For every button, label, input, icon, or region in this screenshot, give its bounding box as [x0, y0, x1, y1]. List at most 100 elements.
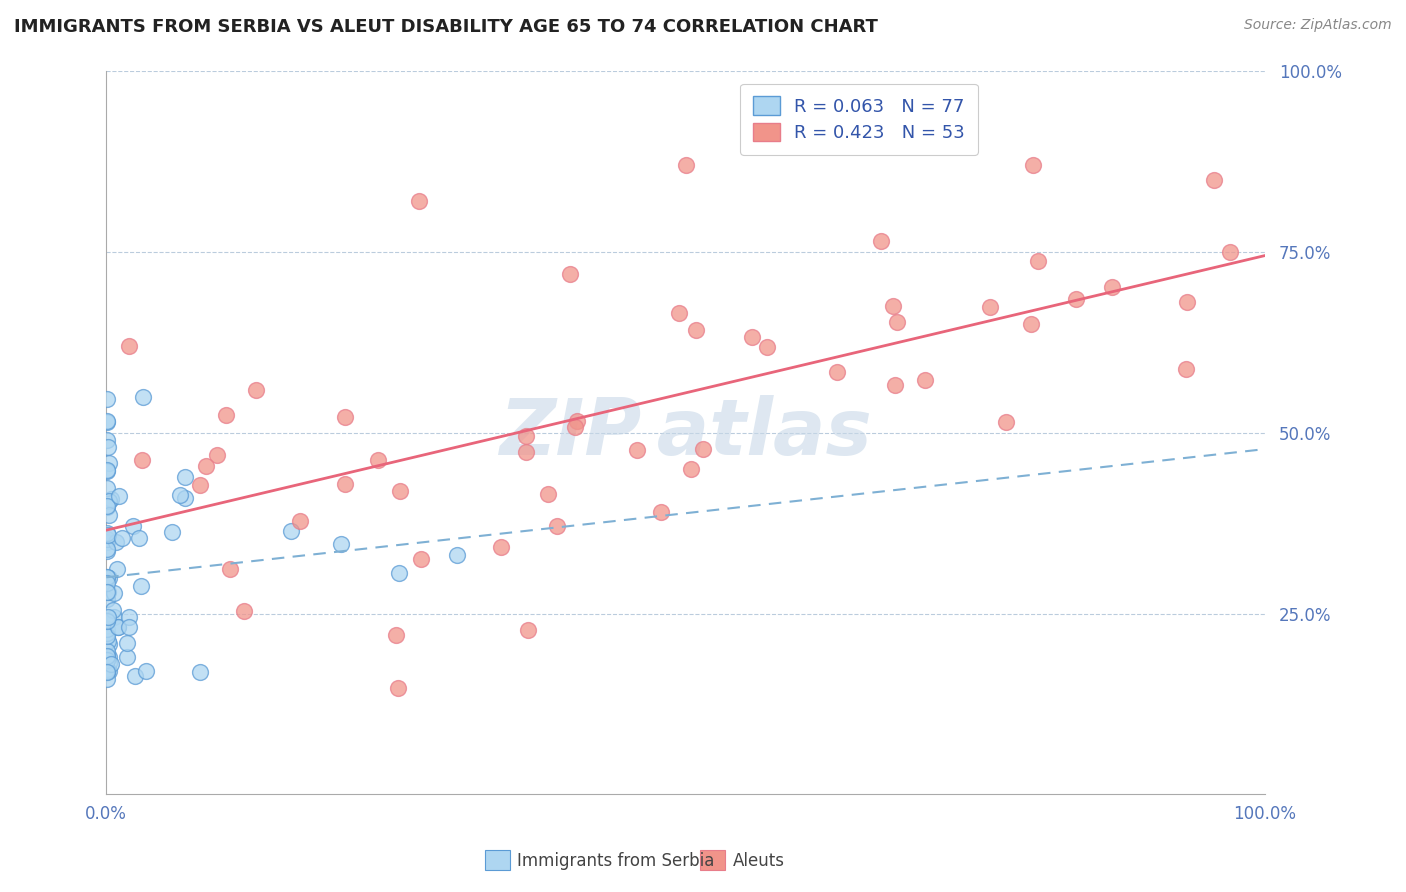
Point — [96, 392, 118, 406]
Point — [96, 433, 118, 447]
Point — [132, 390, 155, 404]
Point — [96, 626, 118, 640]
Point — [103, 609, 125, 624]
Point — [96, 629, 118, 643]
Point — [96, 542, 118, 557]
Point — [96, 653, 118, 667]
Point — [385, 628, 408, 642]
Point — [681, 461, 703, 475]
Point — [446, 549, 468, 563]
Point — [96, 570, 118, 584]
Point — [124, 668, 146, 682]
Point — [1101, 280, 1123, 294]
Point — [547, 519, 569, 533]
Point — [173, 470, 195, 484]
Point — [626, 443, 648, 458]
Point — [105, 562, 128, 576]
Point — [205, 448, 228, 462]
Point — [188, 478, 211, 492]
Point — [290, 514, 312, 528]
Point — [825, 365, 848, 379]
Point — [96, 585, 118, 599]
Text: Source: ZipAtlas.com: Source: ZipAtlas.com — [1244, 18, 1392, 32]
Point — [515, 445, 537, 459]
Point — [96, 544, 118, 558]
Point — [97, 656, 120, 670]
Point — [115, 649, 138, 664]
Point — [219, 562, 242, 576]
Point — [96, 464, 118, 478]
Point — [129, 579, 152, 593]
Point — [96, 613, 118, 627]
Point — [96, 414, 118, 428]
Point — [1066, 293, 1088, 307]
Point — [995, 415, 1018, 429]
Point — [115, 636, 138, 650]
Point — [160, 525, 183, 540]
Point — [96, 585, 118, 599]
Point — [97, 637, 120, 651]
Point — [1202, 173, 1225, 187]
Point — [914, 373, 936, 387]
Bar — [700, 850, 725, 870]
Point — [96, 672, 118, 686]
Point — [685, 323, 707, 337]
Point — [96, 592, 118, 607]
Point — [741, 329, 763, 343]
Point — [1022, 158, 1045, 172]
Point — [96, 570, 118, 584]
Point — [100, 492, 122, 507]
Point — [564, 420, 586, 434]
Point — [97, 664, 120, 678]
Point — [96, 533, 118, 547]
Point — [329, 537, 352, 551]
Point — [537, 487, 560, 501]
Point — [675, 158, 697, 172]
Point — [96, 665, 118, 679]
Point — [882, 299, 904, 313]
Point — [1219, 244, 1241, 259]
Point — [389, 483, 412, 498]
Point — [107, 489, 129, 503]
Point — [111, 531, 134, 545]
Point — [333, 476, 356, 491]
Point — [515, 428, 537, 442]
Point — [565, 414, 588, 428]
Point — [169, 488, 191, 502]
Point — [388, 566, 411, 580]
Point — [104, 534, 127, 549]
Point — [558, 267, 581, 281]
Point — [232, 604, 254, 618]
Point — [96, 614, 118, 628]
Point — [883, 378, 905, 392]
Point — [1175, 295, 1198, 310]
Point — [97, 456, 120, 470]
Point — [516, 624, 538, 638]
Legend: R = 0.063   N = 77, R = 0.423   N = 53: R = 0.063 N = 77, R = 0.423 N = 53 — [740, 84, 977, 155]
Text: Aleuts: Aleuts — [733, 852, 785, 870]
Point — [97, 610, 120, 624]
Point — [96, 462, 118, 476]
Point — [886, 315, 908, 329]
Point — [174, 491, 197, 505]
Point — [409, 552, 432, 566]
Point — [96, 622, 118, 636]
Point — [97, 440, 120, 454]
Point — [121, 518, 143, 533]
Point — [692, 442, 714, 456]
Point — [96, 625, 118, 640]
Point — [245, 384, 267, 398]
Point — [96, 665, 118, 679]
Point — [96, 535, 118, 549]
Point — [1174, 362, 1197, 376]
Point — [1019, 318, 1042, 332]
Point — [188, 665, 211, 679]
Point — [280, 524, 302, 538]
Point — [215, 408, 238, 422]
Point — [97, 528, 120, 542]
Point — [118, 620, 141, 634]
Point — [98, 571, 121, 585]
Point — [96, 576, 118, 591]
Point — [96, 665, 118, 679]
Point — [97, 508, 120, 523]
